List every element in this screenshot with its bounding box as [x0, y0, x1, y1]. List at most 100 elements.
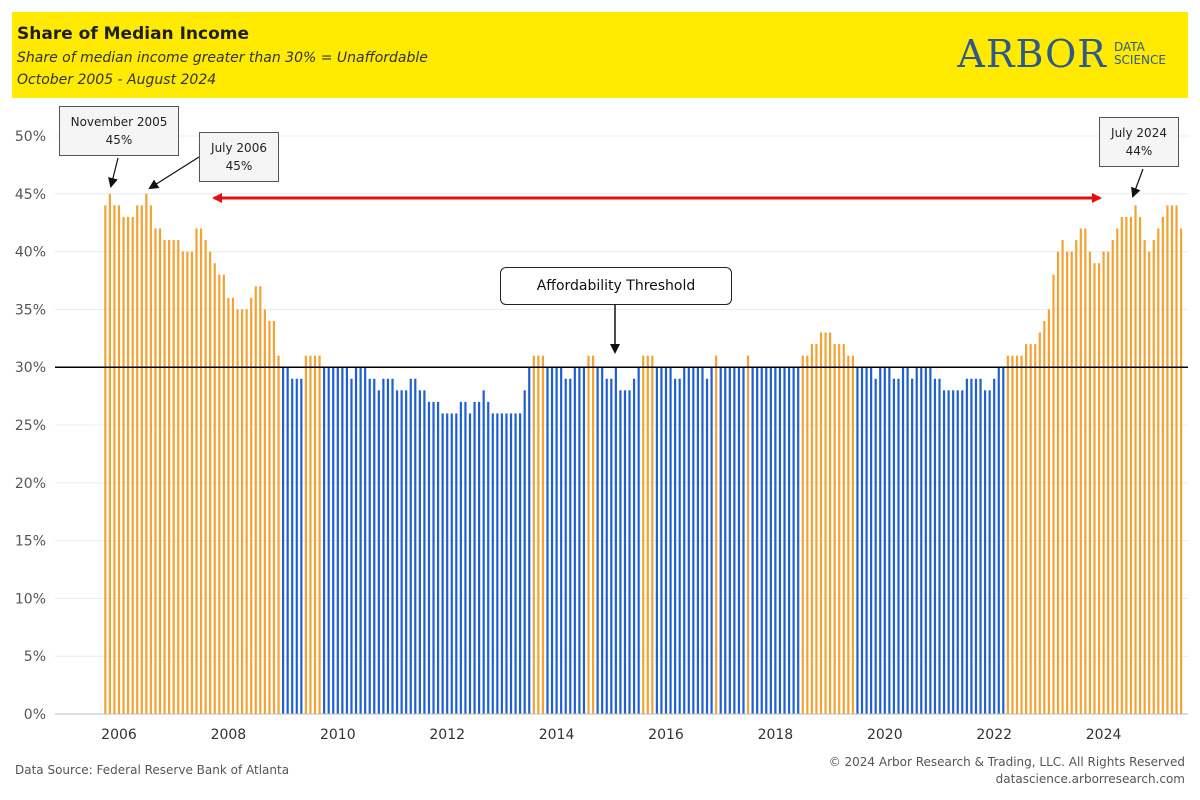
bar [541, 355, 545, 714]
bar [1157, 228, 1160, 715]
bar [318, 355, 321, 714]
x-axis: 2006 2008 2010 2012 2014 2016 2018 2020 2022 2024 [101, 727, 1121, 743]
bar [901, 367, 905, 714]
bar [373, 378, 376, 714]
bar [323, 367, 326, 714]
bar [560, 367, 563, 714]
bar [350, 378, 353, 714]
bar [336, 367, 339, 714]
bar [1011, 355, 1014, 714]
bar [1002, 367, 1005, 714]
annotation-jul2006-label: July 2006 [211, 141, 267, 155]
bar [628, 390, 631, 714]
bar [632, 378, 636, 714]
chart-subtitle: Share of median income greater than 30% … [17, 50, 428, 66]
bar [1148, 251, 1151, 714]
annotation-jul2024-value: 44% [1125, 144, 1153, 158]
bar [1038, 332, 1041, 714]
bar [468, 413, 472, 714]
bar [309, 355, 312, 714]
bar [760, 367, 763, 714]
bar [947, 390, 950, 714]
bar [304, 355, 307, 714]
bar [824, 332, 827, 714]
bar [386, 378, 390, 714]
header-banner: Share of Median Income Share of median i… [12, 12, 1188, 98]
bar [860, 367, 864, 714]
bar [546, 367, 549, 714]
bar [906, 367, 909, 714]
bar [851, 355, 854, 714]
bar [282, 367, 285, 714]
bar [514, 413, 517, 714]
bar [911, 378, 914, 714]
bar [674, 378, 677, 714]
bar [236, 309, 239, 714]
bar [368, 378, 371, 714]
bar [970, 378, 973, 714]
bar [473, 401, 476, 714]
x-tick-label: 2016 [648, 727, 684, 743]
bar [696, 367, 700, 714]
bar [938, 378, 941, 714]
bar [596, 367, 599, 714]
bar [605, 378, 608, 714]
bar [104, 205, 107, 715]
bar [268, 320, 271, 714]
bar [965, 378, 968, 714]
bar [209, 251, 212, 714]
bar [601, 367, 604, 714]
bar [660, 367, 663, 714]
callout-arrow-jul2024 [1131, 168, 1144, 198]
bar [136, 205, 139, 715]
bar [833, 344, 836, 714]
bar [614, 367, 617, 714]
bar [395, 390, 399, 714]
x-tick-label: 2010 [320, 727, 356, 743]
logo-line-2: SCIENCE [1113, 53, 1166, 67]
bar [204, 240, 207, 715]
bar [692, 367, 695, 714]
callout-arrow-jul2006 [148, 156, 200, 190]
bar [528, 367, 531, 714]
bar [915, 367, 918, 714]
bar [797, 367, 800, 714]
y-tick-label: 10% [15, 591, 46, 607]
bar [291, 378, 294, 714]
bar [423, 390, 426, 714]
bar [669, 367, 672, 714]
bar [519, 413, 522, 714]
bar [874, 378, 877, 714]
bar [263, 309, 266, 714]
bar [117, 205, 121, 715]
logo-main-text: ARBOR [957, 32, 1107, 76]
bar [327, 367, 330, 714]
bar [1084, 228, 1087, 715]
bar [1125, 216, 1128, 715]
bar [359, 367, 362, 714]
bar [122, 216, 125, 715]
bar [920, 367, 923, 714]
bar [897, 378, 900, 714]
bar [131, 216, 134, 715]
bar [464, 401, 467, 714]
bar [487, 401, 490, 714]
bar [186, 251, 189, 714]
x-tick-label: 2012 [429, 727, 465, 743]
bar [113, 205, 116, 715]
bar [414, 378, 417, 714]
bar [400, 390, 403, 714]
bar [705, 378, 709, 714]
bar [555, 367, 558, 714]
bar [532, 355, 535, 714]
bar [382, 378, 385, 714]
bar [1175, 205, 1178, 715]
annotation-jul2006: July 2006 45% [199, 132, 279, 182]
bar [1047, 309, 1050, 714]
bar [751, 367, 754, 714]
date-range: October 2005 - August 2024 [17, 72, 217, 88]
bar [587, 355, 590, 714]
bar [482, 390, 485, 714]
bar [783, 367, 786, 714]
bar [687, 367, 690, 714]
